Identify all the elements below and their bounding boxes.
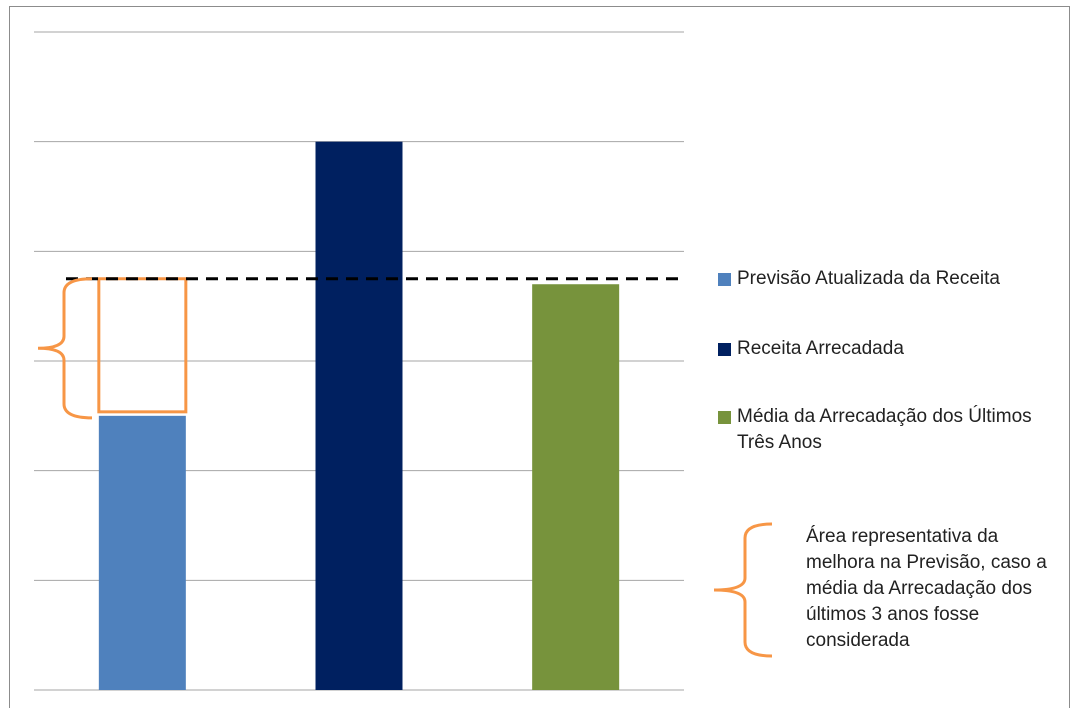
legend-swatch-media (718, 411, 731, 424)
bar (98, 415, 186, 690)
bars (98, 141, 620, 690)
legend-swatch-receita (718, 343, 731, 356)
legend-label: Receita Arrecadada (737, 338, 904, 359)
legend-label: Previsão Atualizada da Receita (737, 268, 1000, 289)
highlight-area (97, 277, 188, 414)
legend-item-previsao: Previsão Atualizada da Receita (718, 266, 1067, 292)
legend-item-media: Média da Arrecadação dos Últimos Três An… (718, 404, 1055, 456)
highlight-box (97, 277, 188, 414)
legend-swatch-previsao (718, 273, 731, 286)
annotation-text: Área representativa da melhora na Previs… (806, 526, 1047, 651)
bar (315, 141, 403, 690)
legend-item-receita: Receita Arrecadada (718, 336, 1067, 362)
bar (532, 284, 620, 690)
chart-frame (9, 6, 1070, 708)
left-brace-icon (37, 277, 93, 420)
note-brace-icon (713, 522, 773, 658)
legend-label: Média da Arrecadação dos Últimos Três An… (737, 406, 1032, 453)
